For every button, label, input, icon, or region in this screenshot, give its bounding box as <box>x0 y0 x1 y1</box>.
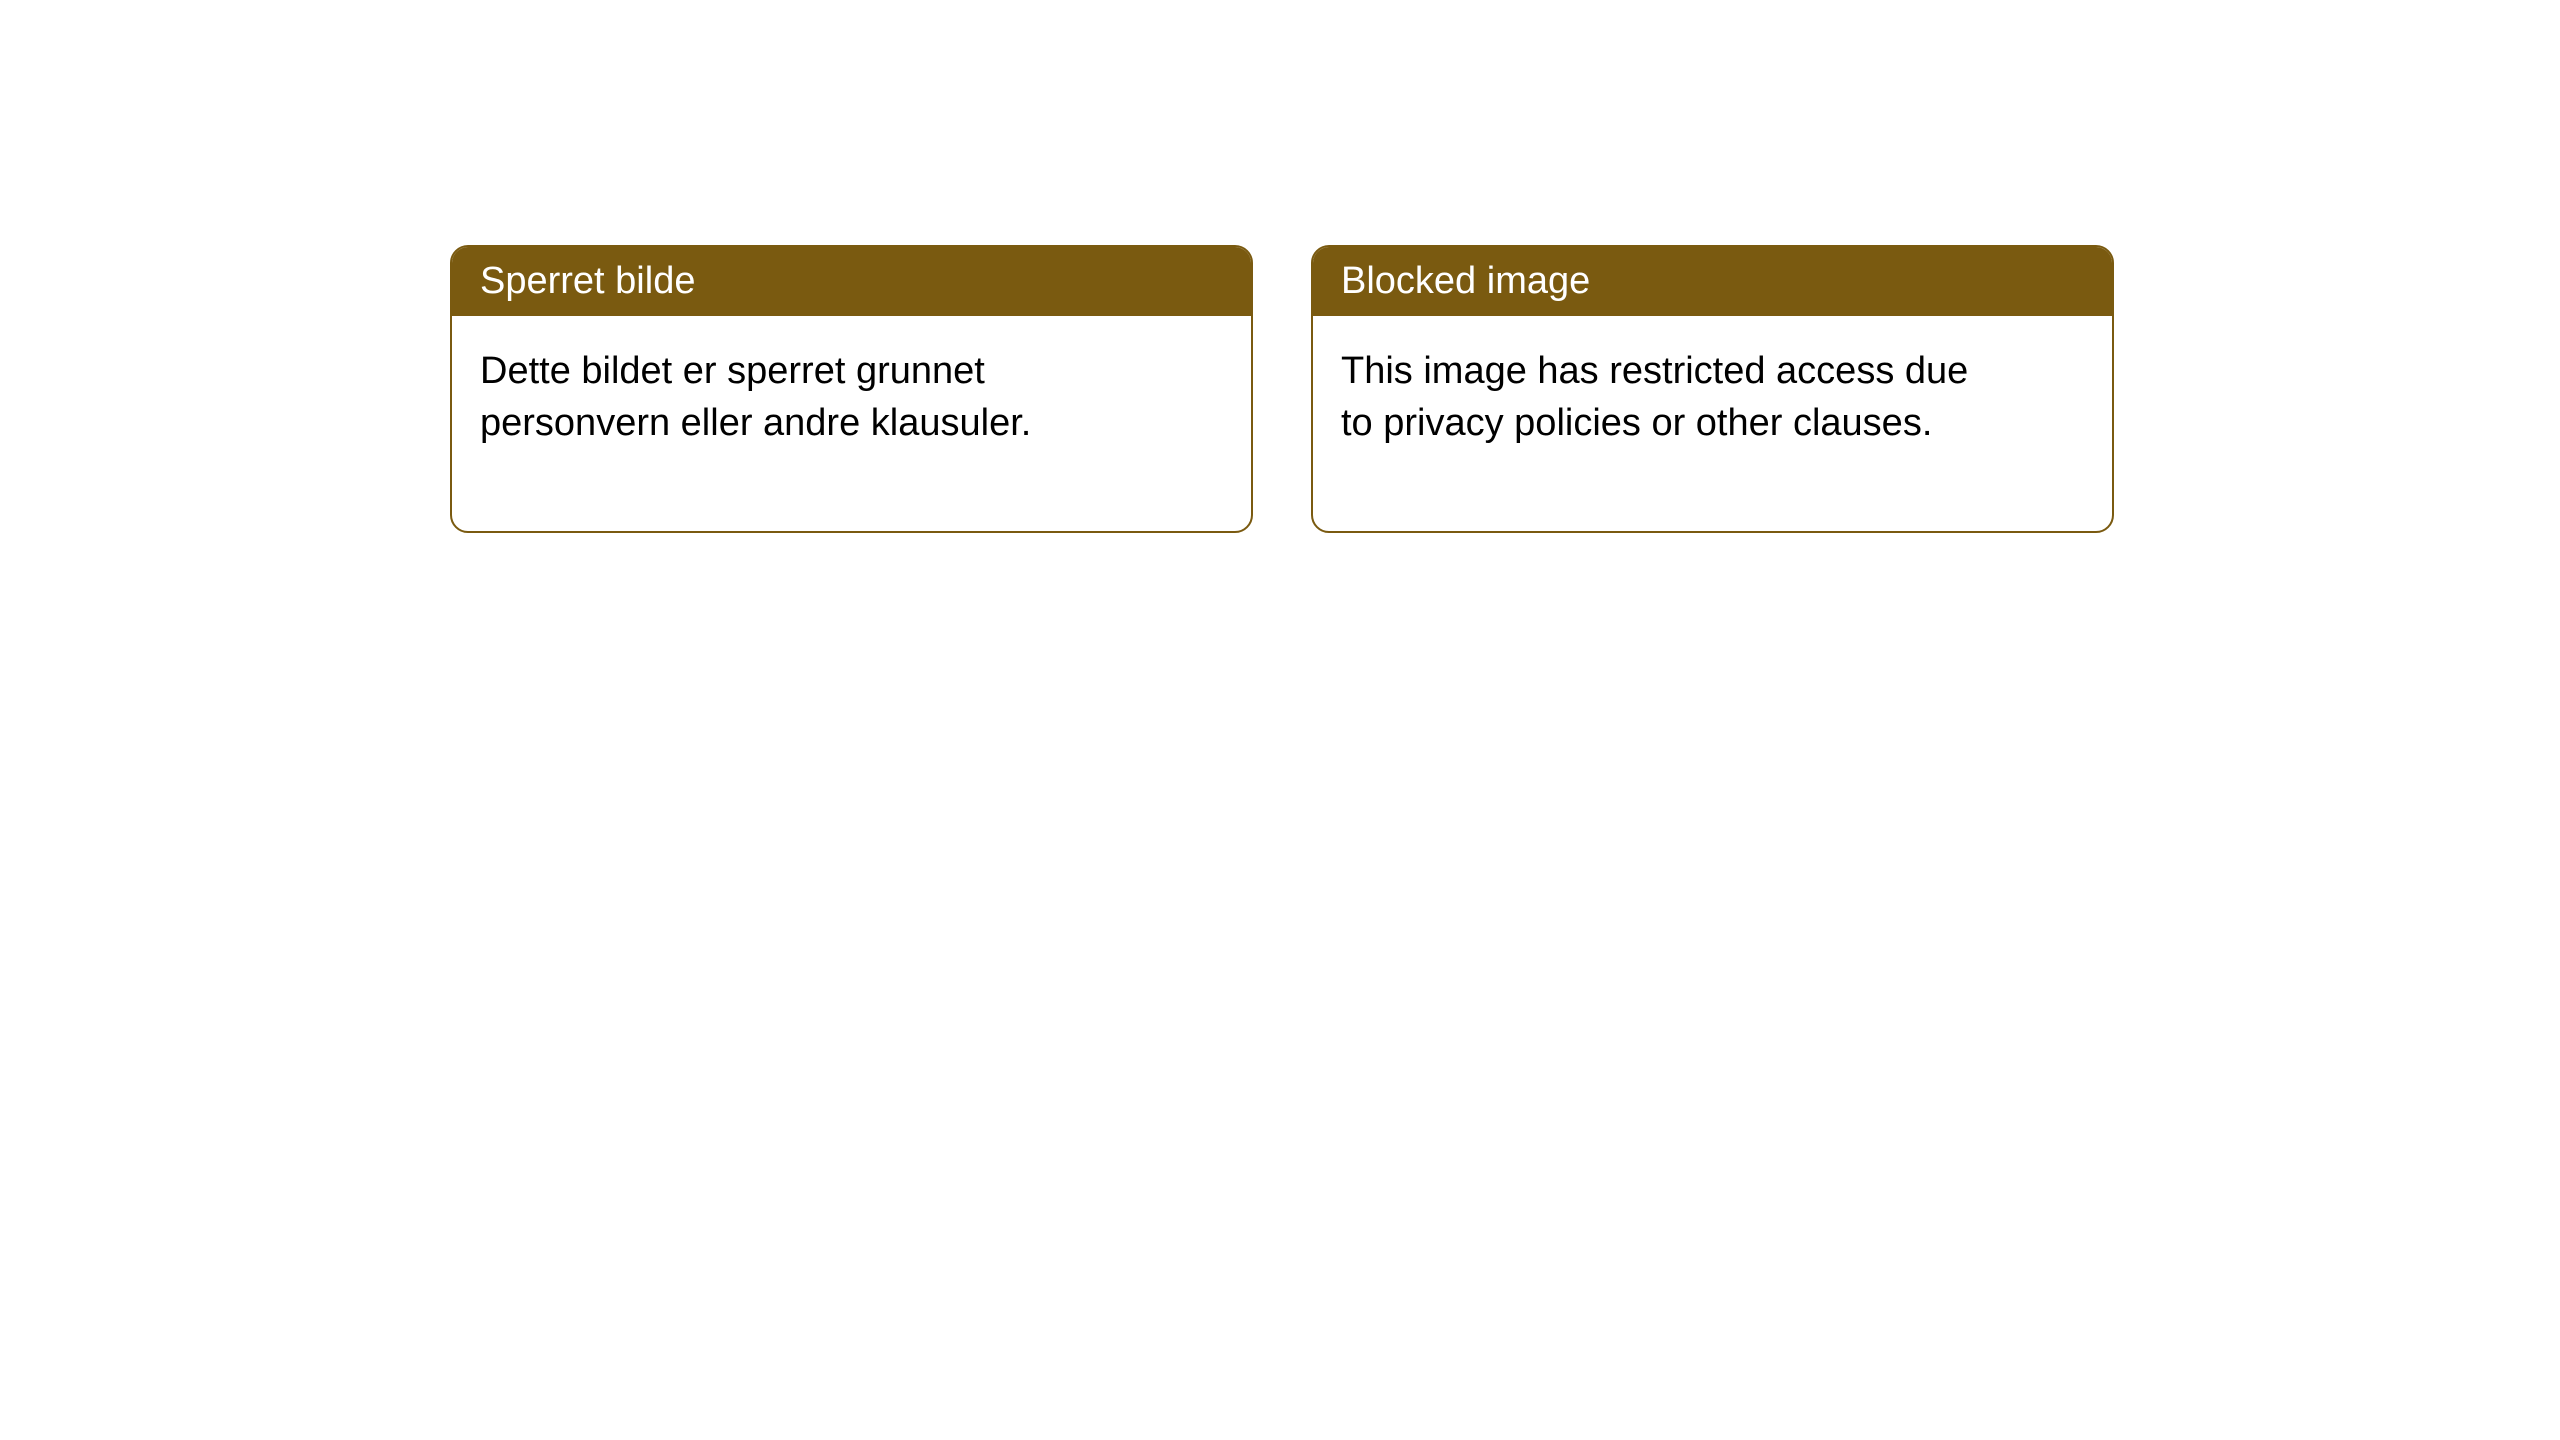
notice-body-norwegian: Dette bildet er sperret grunnet personve… <box>452 316 1152 531</box>
notice-body-english: This image has restricted access due to … <box>1313 316 2013 531</box>
notice-card-english: Blocked image This image has restricted … <box>1311 245 2114 533</box>
notice-title-norwegian: Sperret bilde <box>452 247 1251 316</box>
notice-title-english: Blocked image <box>1313 247 2112 316</box>
notice-container: Sperret bilde Dette bildet er sperret gr… <box>0 0 2560 533</box>
notice-card-norwegian: Sperret bilde Dette bildet er sperret gr… <box>450 245 1253 533</box>
